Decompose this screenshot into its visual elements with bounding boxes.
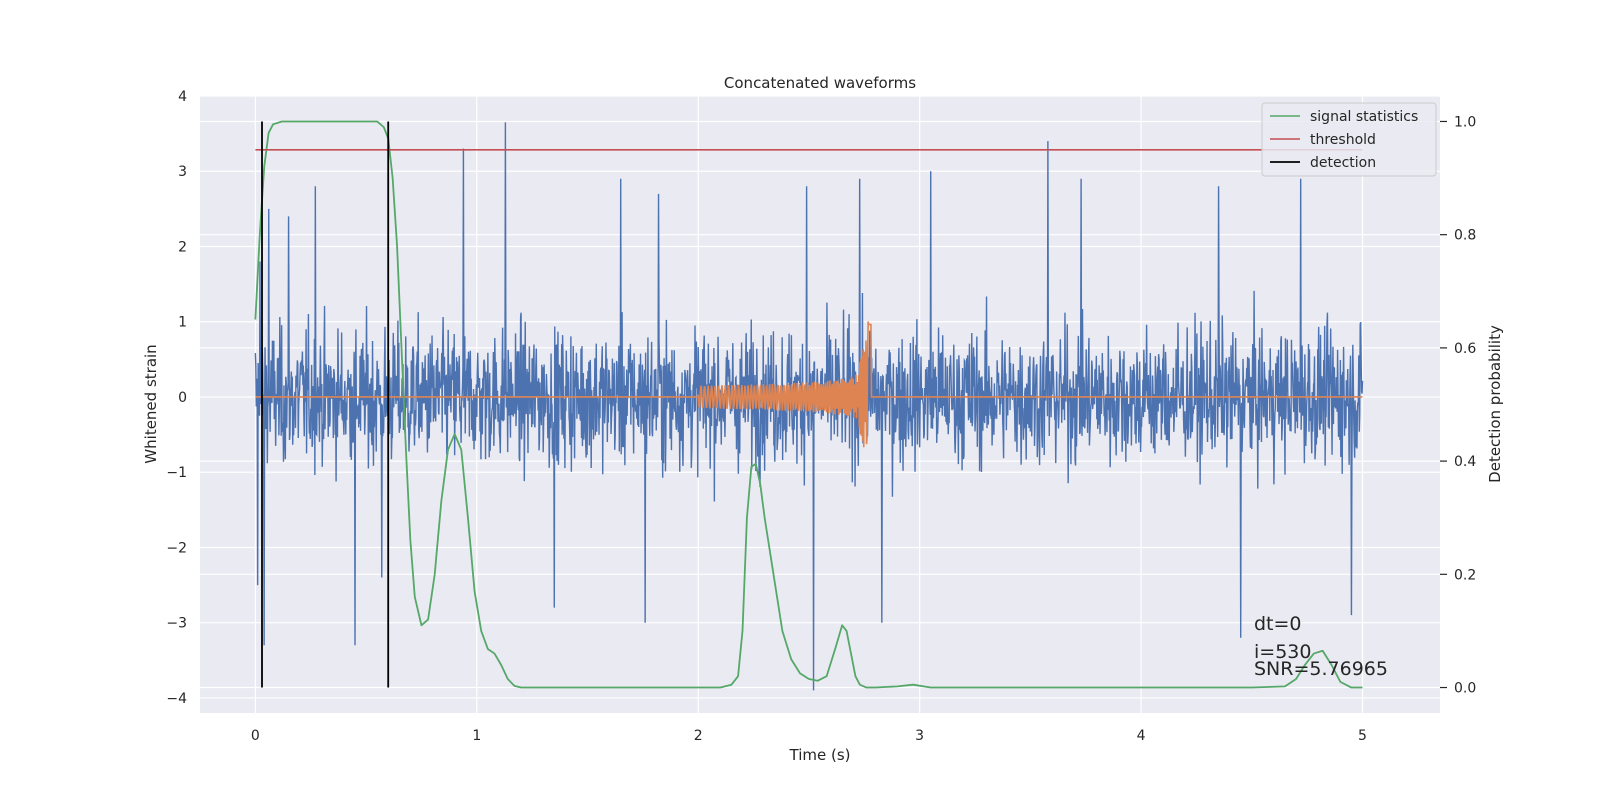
- signal-statistics-line: [254, 120, 1363, 689]
- x-tick-label-5: 5: [1358, 728, 1367, 744]
- legend: signal statistics threshold detection: [1261, 102, 1437, 177]
- y-right-tick-label-5: 1.0: [1454, 114, 1476, 130]
- y-right-tick-label-1: 0.2: [1454, 567, 1476, 583]
- y-left-tick-label-3: −1: [166, 465, 187, 481]
- y-right-tick-label-4: 0.8: [1454, 228, 1476, 244]
- y-left-tick-label-4: 0: [178, 390, 187, 406]
- x-tick-label-2: 2: [694, 728, 703, 744]
- x-tick-label-0: 0: [251, 728, 260, 744]
- chart-title: Concatenated waveforms: [724, 74, 916, 92]
- y-left-tick-label-0: −4: [166, 691, 187, 707]
- template-layer: [255, 321, 1363, 448]
- annotation-index: i=530: [1254, 641, 1311, 663]
- y-left-tick-label-7: 3: [178, 164, 187, 180]
- y-right-tick-label-3: 0.6: [1454, 341, 1476, 357]
- y-left-tick-label-1: −3: [166, 616, 187, 632]
- y-left-tick-label-2: −2: [166, 540, 187, 556]
- strain-layer: [254, 122, 1364, 691]
- y-right-tick-label-0: 0.0: [1454, 681, 1476, 697]
- y-axis-label-left: Whitened strain: [142, 344, 160, 463]
- probability-layer: [254, 120, 1363, 689]
- x-tick-label-4: 4: [1137, 728, 1146, 744]
- ticks: 0 1 2 3 4 5 −4 −3 −2 −1 0 1 2 3 4 0.0 0.2 0.4 0.6 0.8 1.0: [166, 89, 1476, 744]
- y-axis-label-right: Detection probability: [1486, 325, 1504, 483]
- x-tick-label-3: 3: [915, 728, 924, 744]
- x-tick-label-1: 1: [472, 728, 481, 744]
- legend-label-signal-statistics: signal statistics: [1310, 109, 1418, 125]
- x-axis-label: Time (s): [789, 746, 851, 764]
- chirp-template-line: [255, 321, 1363, 448]
- strain-series-line: [254, 122, 1364, 691]
- y-left-tick-label-5: 1: [178, 315, 187, 331]
- y-left-tick-label-6: 2: [178, 239, 187, 255]
- legend-label-threshold: threshold: [1310, 132, 1376, 148]
- y-left-tick-label-8: 4: [178, 89, 187, 105]
- annotation-dt: dt=0: [1254, 613, 1302, 635]
- y-right-tick-label-2: 0.4: [1454, 454, 1476, 470]
- annotation: dt=0 i=530 SNR=5.76965: [1254, 613, 1388, 680]
- annotation-snr: SNR=5.76965: [1254, 658, 1388, 680]
- legend-label-detection: detection: [1310, 155, 1376, 171]
- legend-box: [1261, 102, 1437, 177]
